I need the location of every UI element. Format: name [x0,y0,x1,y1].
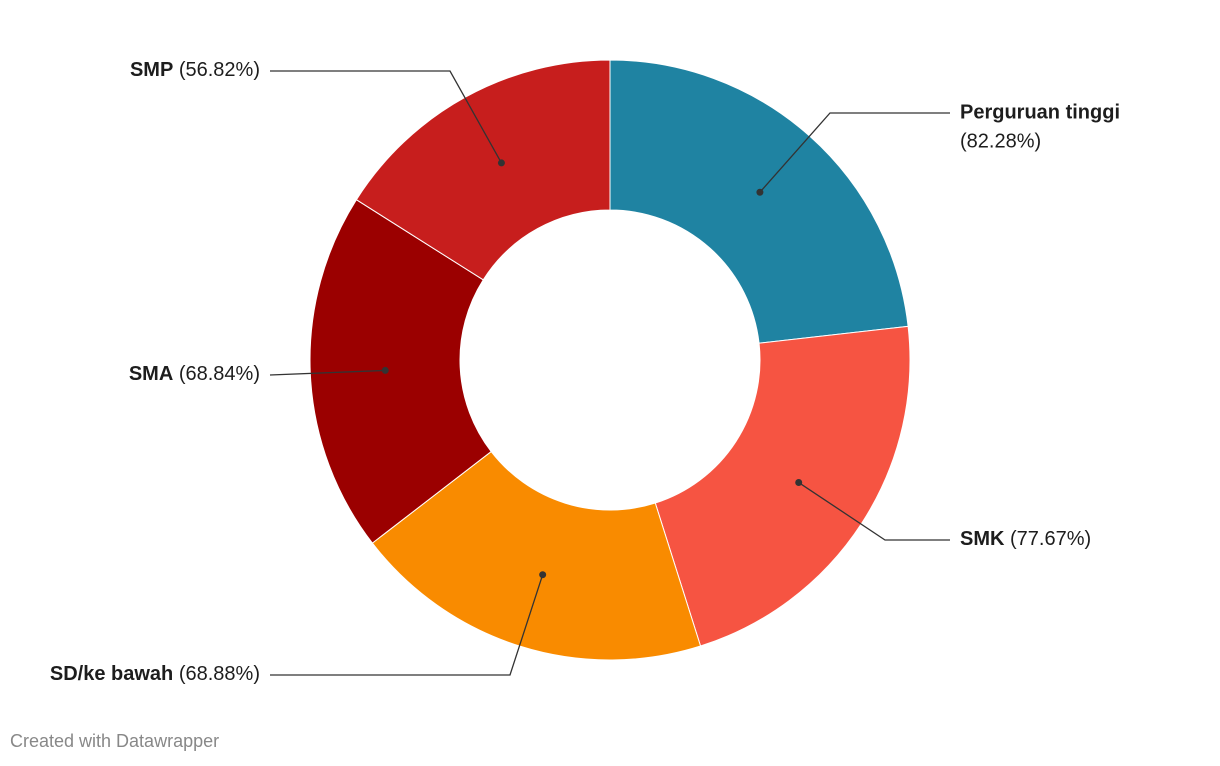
category-name: SMA [129,363,173,385]
value-label: (77.67%) [1010,528,1091,550]
donut-slice [654,325,911,647]
leader-line [270,70,502,164]
leader-line [798,481,950,541]
value-label: (68.88%) [179,663,260,685]
category-name: SD/ke bawah [50,663,173,685]
value-label: (56.82%) [179,59,260,81]
slice-label: SMA (68.84%) [129,363,260,385]
slice-label: SMK (77.67%) [960,528,1091,550]
slice-label: SD/ke bawah (68.88%) [50,663,260,685]
leader-dot [795,479,803,487]
leader-dot [539,571,547,579]
slice-label: SMP (56.82%) [130,59,260,81]
leader-dot [756,188,764,196]
donut-slice [609,59,909,344]
leader-line [269,369,386,376]
slice-label: Perguruan tinggi [960,101,1120,123]
donut-slice [355,59,611,281]
category-name: SMP [130,59,173,81]
donut-slice [309,199,492,544]
leader-dot [381,366,389,374]
value-label: (82.28%) [960,130,1041,152]
value-label: (68.84%) [179,363,260,385]
leader-line [270,574,544,676]
footer: Created with Datawrapper [10,731,219,751]
leader-line [759,112,950,193]
category-name: SMK [960,528,1005,550]
donut-slice [371,450,702,661]
leader-dot [497,159,505,167]
